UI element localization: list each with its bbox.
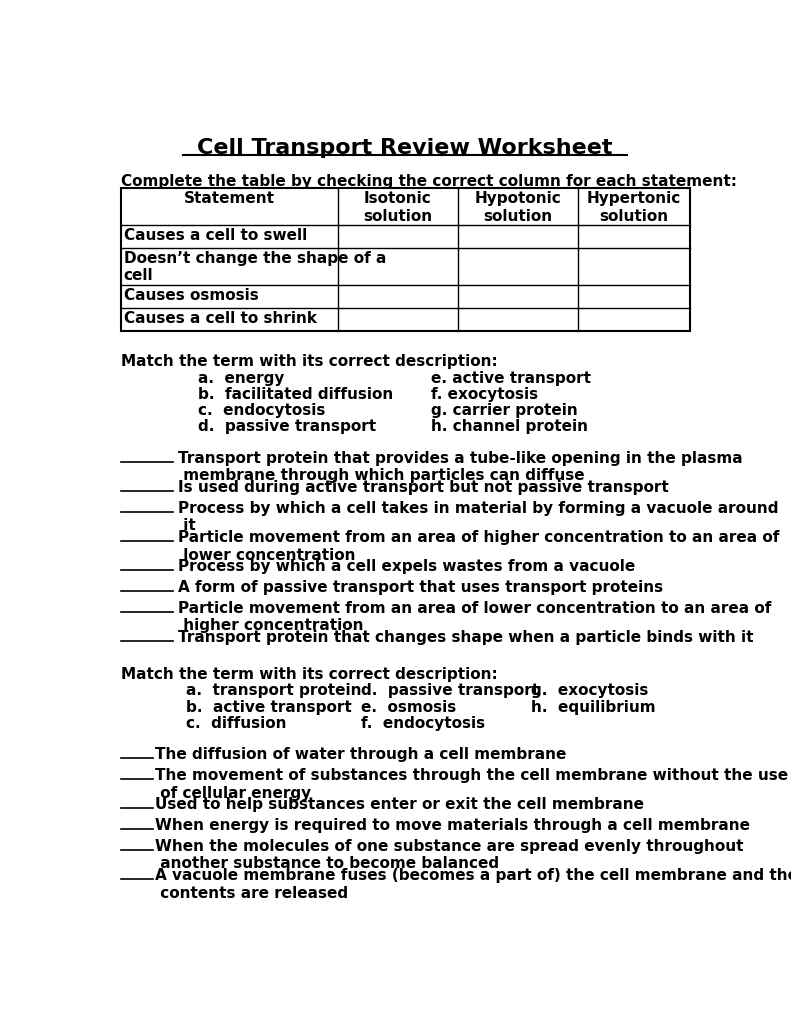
Text: d.  passive transport: d. passive transport [361,683,539,698]
Text: Match the term with its correct description:: Match the term with its correct descript… [120,667,498,682]
Text: g.  exocytosis: g. exocytosis [532,683,649,698]
Text: f. exocytosis: f. exocytosis [430,387,538,402]
Text: g. carrier protein: g. carrier protein [430,403,577,418]
Text: Is used during active transport but not passive transport: Is used during active transport but not … [178,480,668,496]
Text: f.  endocytosis: f. endocytosis [361,716,485,731]
Text: a.  transport protein: a. transport protein [186,683,361,698]
Text: A vacuole membrane fuses (becomes a part of) the cell membrane and the
 contents: A vacuole membrane fuses (becomes a part… [155,868,791,901]
Text: Transport protein that changes shape when a particle binds with it: Transport protein that changes shape whe… [178,631,753,645]
Text: b.  active transport: b. active transport [186,699,351,715]
Text: Cell Transport Review Worksheet: Cell Transport Review Worksheet [197,137,613,158]
Text: Hypotonic
solution: Hypotonic solution [475,191,561,224]
Text: When energy is required to move materials through a cell membrane: When energy is required to move material… [155,818,750,834]
Text: e.  osmosis: e. osmosis [361,699,456,715]
Text: d.  passive transport: d. passive transport [198,420,377,434]
Text: Causes a cell to swell: Causes a cell to swell [123,227,307,243]
Text: A form of passive transport that uses transport proteins: A form of passive transport that uses tr… [178,581,663,595]
Text: Doesn’t change the shape of a
cell: Doesn’t change the shape of a cell [123,251,386,283]
Text: Particle movement from an area of higher concentration to an area of
 lower conc: Particle movement from an area of higher… [178,530,779,562]
Text: Particle movement from an area of lower concentration to an area of
 higher conc: Particle movement from an area of lower … [178,601,771,634]
Text: Process by which a cell expels wastes from a vacuole: Process by which a cell expels wastes fr… [178,559,635,574]
Text: Process by which a cell takes in material by forming a vacuole around
 it: Process by which a cell takes in materia… [178,501,778,534]
Text: The movement of substances through the cell membrane without the use
 of cellula: The movement of substances through the c… [155,768,788,801]
Text: Causes a cell to shrink: Causes a cell to shrink [123,310,316,326]
Text: Statement: Statement [184,191,274,207]
Text: b.  facilitated diffusion: b. facilitated diffusion [198,387,393,402]
Text: Used to help substances enter or exit the cell membrane: Used to help substances enter or exit th… [155,798,644,812]
Text: h.  equilibrium: h. equilibrium [532,699,656,715]
Text: a.  energy: a. energy [198,371,285,386]
Text: When the molecules of one substance are spread evenly throughout
 another substa: When the molecules of one substance are … [155,839,744,871]
Text: The diffusion of water through a cell membrane: The diffusion of water through a cell me… [155,748,566,762]
Text: Complete the table by checking the correct column for each statement:: Complete the table by checking the corre… [120,174,736,188]
Text: Transport protein that provides a tube-like opening in the plasma
 membrane thro: Transport protein that provides a tube-l… [178,451,743,483]
Bar [120,187,691,331]
Text: Isotonic
solution: Isotonic solution [363,191,432,224]
Text: c.  diffusion: c. diffusion [186,716,286,731]
Text: Match the term with its correct description:: Match the term with its correct descript… [120,354,498,369]
Text: Causes osmosis: Causes osmosis [123,288,259,303]
Text: h. channel protein: h. channel protein [430,420,588,434]
Text: c.  endocytosis: c. endocytosis [198,403,325,418]
Text: Hypertonic
solution: Hypertonic solution [587,191,681,224]
Text: e. active transport: e. active transport [430,371,591,386]
